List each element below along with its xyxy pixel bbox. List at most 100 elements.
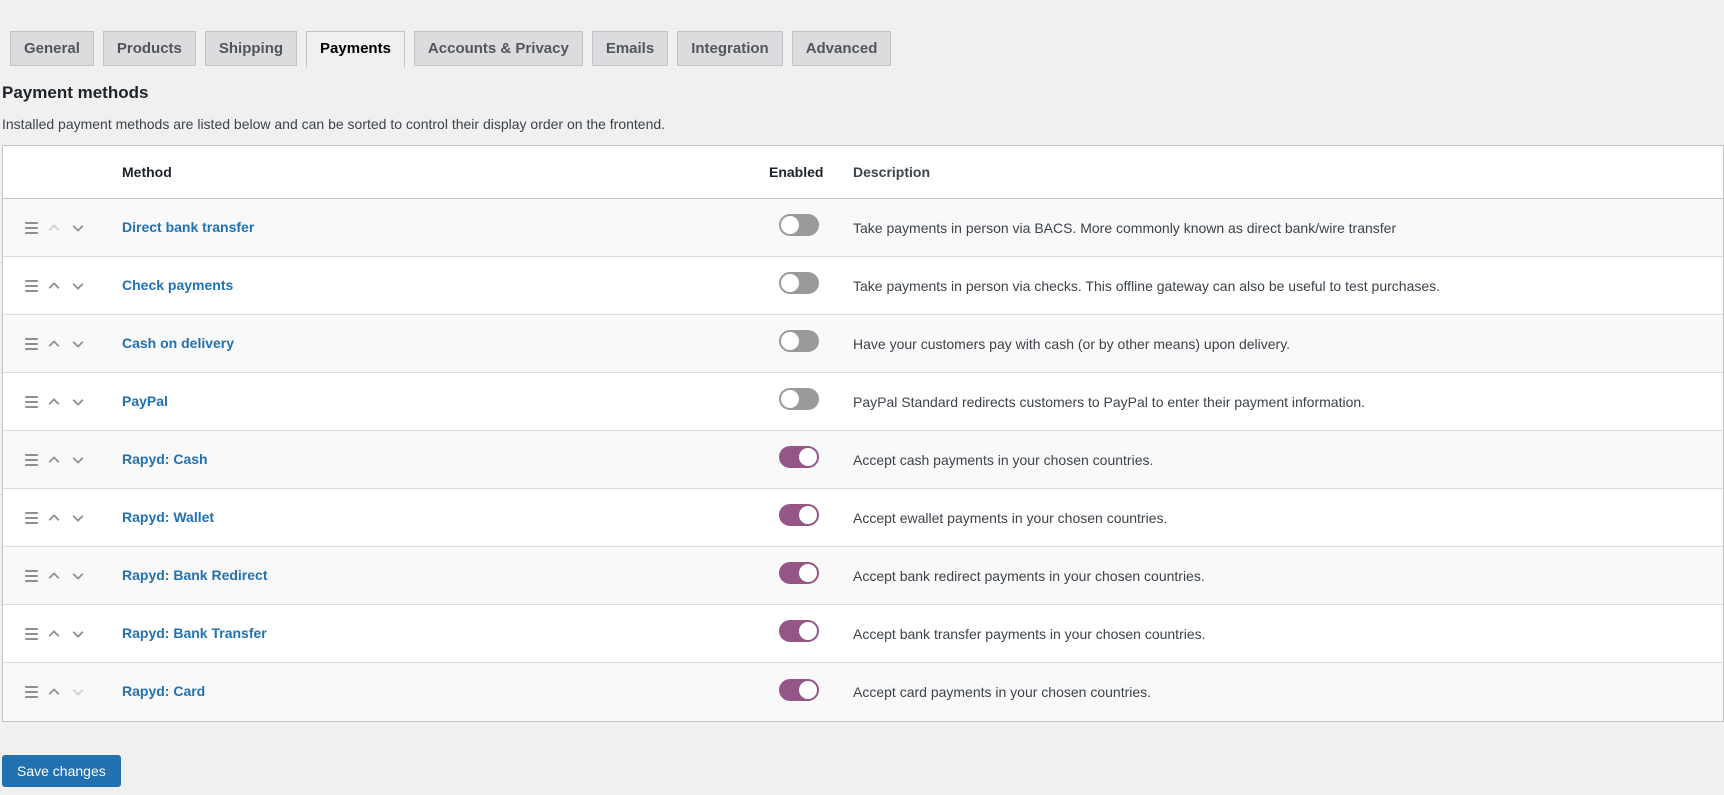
- chevron-down-icon[interactable]: [70, 394, 86, 410]
- method-cell: PayPal: [122, 393, 769, 411]
- enabled-toggle[interactable]: [779, 388, 819, 410]
- table-body: Direct bank transfer Take payments in pe…: [3, 199, 1723, 721]
- chevron-up-icon[interactable]: [46, 510, 62, 526]
- payment-method-row: Cash on delivery Have your customers pay…: [3, 315, 1723, 373]
- enabled-toggle[interactable]: [779, 678, 819, 701]
- chevron-down-icon[interactable]: [70, 336, 86, 352]
- row-controls: [3, 510, 122, 526]
- chevron-down-icon[interactable]: [70, 568, 86, 584]
- chevron-up-icon[interactable]: [46, 278, 62, 294]
- enabled-toggle[interactable]: [779, 214, 819, 236]
- chevron-up-icon[interactable]: [46, 626, 62, 642]
- enabled-cell: [769, 562, 853, 589]
- save-changes-button[interactable]: Save changes: [2, 755, 121, 787]
- drag-handle-icon[interactable]: [25, 395, 38, 408]
- drag-handle-icon[interactable]: [25, 511, 38, 524]
- enabled-toggle[interactable]: [779, 562, 819, 584]
- chevron-up-icon[interactable]: [46, 336, 62, 352]
- payment-method-row: Rapyd: Bank Redirect Accept bank redirec…: [3, 547, 1723, 605]
- payment-method-description: Accept cash payments in your chosen coun…: [853, 451, 1154, 468]
- drag-handle-icon[interactable]: [25, 453, 38, 466]
- tab-integration[interactable]: Integration: [677, 31, 783, 66]
- row-controls: [3, 278, 122, 294]
- payment-method-description: Have your customers pay with cash (or by…: [853, 335, 1291, 352]
- payment-method-link[interactable]: Rapyd: Wallet: [122, 508, 215, 525]
- payment-method-row: Rapyd: Wallet Accept ewallet payments in…: [3, 489, 1723, 547]
- tab-payments[interactable]: Payments: [306, 31, 405, 68]
- row-controls: [3, 336, 122, 352]
- chevron-up-icon[interactable]: [46, 568, 62, 584]
- payment-method-row: Check payments Take payments in person v…: [3, 257, 1723, 315]
- method-cell: Rapyd: Wallet: [122, 509, 769, 527]
- payment-method-link[interactable]: Rapyd: Cash: [122, 450, 208, 467]
- payment-method-description: Accept bank transfer payments in your ch…: [853, 625, 1206, 642]
- enabled-cell: [769, 214, 853, 241]
- tab-general[interactable]: General: [10, 31, 94, 66]
- method-cell: Cash on delivery: [122, 335, 769, 353]
- drag-handle-icon[interactable]: [25, 221, 38, 234]
- payment-method-description: Take payments in person via BACS. More c…: [853, 219, 1397, 236]
- payment-method-description: Accept bank redirect payments in your ch…: [853, 567, 1205, 584]
- column-header-method: Method: [122, 164, 172, 180]
- row-controls: [3, 452, 122, 468]
- chevron-down-icon[interactable]: [70, 626, 86, 642]
- chevron-down-icon[interactable]: [70, 220, 86, 236]
- enabled-toggle[interactable]: [779, 330, 819, 352]
- drag-handle-icon[interactable]: [25, 337, 38, 350]
- chevron-up-icon[interactable]: [46, 452, 62, 468]
- payment-method-link[interactable]: Check payments: [122, 276, 234, 293]
- method-cell: Rapyd: Bank Transfer: [122, 625, 769, 643]
- enabled-toggle[interactable]: [779, 446, 819, 468]
- tab-accounts-privacy[interactable]: Accounts & Privacy: [413, 31, 583, 66]
- enabled-cell: [769, 272, 853, 299]
- row-controls: [3, 684, 122, 700]
- chevron-down-icon[interactable]: [70, 278, 86, 294]
- enabled-toggle[interactable]: [779, 620, 819, 642]
- row-controls: [3, 626, 122, 642]
- enabled-cell: [769, 330, 853, 357]
- chevron-up-icon[interactable]: [46, 220, 62, 236]
- enabled-cell: [769, 678, 853, 706]
- chevron-down-icon[interactable]: [70, 510, 86, 526]
- tab-advanced[interactable]: Advanced: [791, 31, 892, 66]
- chevron-up-icon[interactable]: [46, 394, 62, 410]
- payment-method-link[interactable]: Rapyd: Bank Transfer: [122, 624, 267, 641]
- enabled-cell: [769, 446, 853, 473]
- drag-handle-icon[interactable]: [25, 627, 38, 640]
- payment-method-link[interactable]: Direct bank transfer: [122, 218, 255, 235]
- drag-handle-icon[interactable]: [25, 569, 38, 582]
- chevron-up-icon[interactable]: [46, 684, 62, 700]
- tab-products[interactable]: Products: [102, 31, 196, 66]
- payment-methods-table: Method Enabled Description Direct bank t…: [2, 145, 1724, 722]
- chevron-down-icon[interactable]: [70, 452, 86, 468]
- method-cell: Rapyd: Cash: [122, 451, 769, 469]
- method-cell: Direct bank transfer: [122, 219, 769, 237]
- column-header-enabled: Enabled: [769, 164, 824, 180]
- column-header-description: Description: [853, 164, 931, 180]
- chevron-down-icon[interactable]: [70, 684, 86, 700]
- payment-method-link[interactable]: Rapyd: Card: [122, 683, 206, 699]
- row-controls: [3, 220, 122, 236]
- drag-handle-icon[interactable]: [25, 686, 38, 698]
- payment-method-row: PayPal PayPal Standard redirects custome…: [3, 373, 1723, 431]
- settings-tabs: General Products Shipping Payments Accou…: [0, 0, 1724, 68]
- payment-method-link[interactable]: Rapyd: Bank Redirect: [122, 566, 268, 583]
- enabled-toggle[interactable]: [779, 504, 819, 526]
- payment-method-description: Accept ewallet payments in your chosen c…: [853, 509, 1168, 526]
- payment-method-description: Take payments in person via checks. This…: [853, 277, 1441, 294]
- row-controls: [3, 394, 122, 410]
- payment-method-link[interactable]: Cash on delivery: [122, 334, 235, 351]
- payment-method-link[interactable]: PayPal: [122, 392, 168, 409]
- payment-method-row: Rapyd: Card Accept card payments in your…: [3, 663, 1723, 721]
- payment-method-row: Rapyd: Bank Transfer Accept bank transfe…: [3, 605, 1723, 663]
- enabled-cell: [769, 504, 853, 531]
- payment-method-description: PayPal Standard redirects customers to P…: [853, 393, 1366, 410]
- tab-shipping[interactable]: Shipping: [204, 31, 298, 66]
- table-header-row: Method Enabled Description: [3, 146, 1723, 199]
- page-title: Payment methods: [2, 83, 149, 102]
- enabled-cell: [769, 620, 853, 647]
- drag-handle-icon[interactable]: [25, 279, 38, 292]
- tab-emails[interactable]: Emails: [591, 31, 669, 66]
- enabled-toggle[interactable]: [779, 272, 819, 294]
